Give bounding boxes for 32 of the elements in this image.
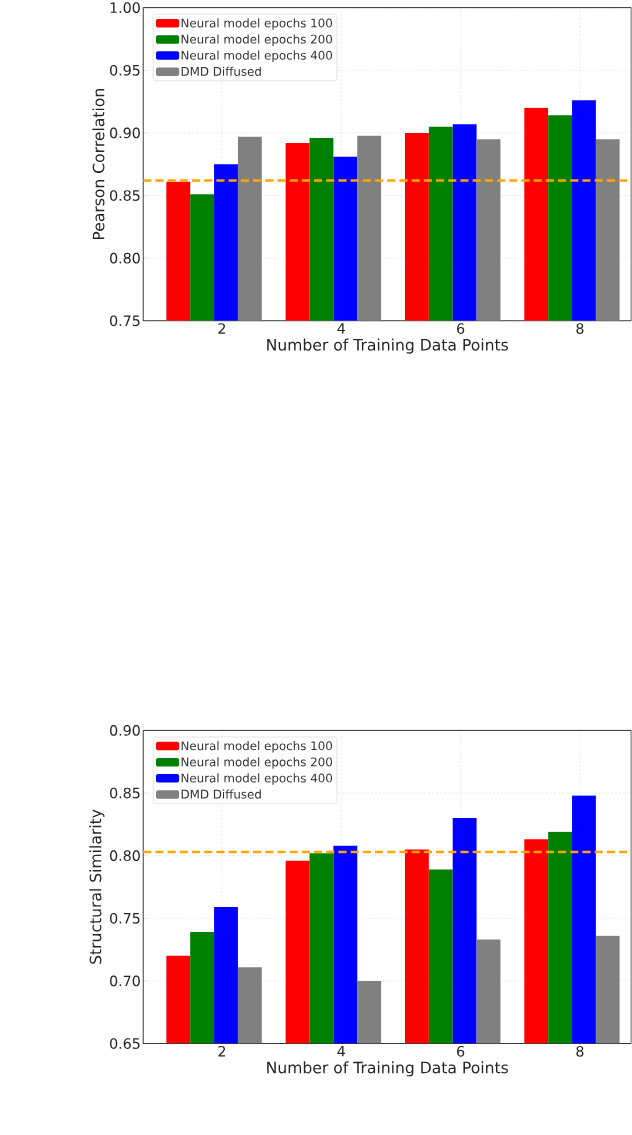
legend-label: Neural model epochs 100 bbox=[181, 18, 333, 30]
legend-label: Neural model epochs 200 bbox=[181, 757, 333, 769]
y-tick-label: 0.90 bbox=[110, 725, 141, 736]
x-tick-label: 2 bbox=[218, 1045, 226, 1057]
legend-label: Neural model epochs 400 bbox=[181, 773, 333, 785]
y-tick-label: 0.70 bbox=[110, 975, 141, 987]
legend-label: DMD Diffused bbox=[181, 66, 261, 76]
y-axis-title: Structural Similarity bbox=[89, 809, 105, 964]
legend-label: Neural model epochs 400 bbox=[181, 50, 333, 63]
x-axis-title: Number of Training Data Points bbox=[267, 338, 509, 354]
legend-label: DMD Diffused bbox=[181, 789, 261, 799]
y-tick-label: 0.75 bbox=[110, 912, 140, 924]
x-tick-label: 4 bbox=[337, 323, 346, 334]
y-tick-label: 0.85 bbox=[110, 190, 140, 201]
x-tick-label: 6 bbox=[457, 323, 465, 334]
y-tick-label: 0.80 bbox=[110, 252, 141, 264]
y-tick-label: 0.80 bbox=[110, 850, 141, 862]
y-tick-label: 1.00 bbox=[110, 2, 141, 14]
x-tick-label: 2 bbox=[218, 323, 226, 334]
legend-label: Neural model epochs 100 bbox=[181, 741, 333, 753]
y-tick-label: 0.90 bbox=[110, 127, 141, 139]
y-tick-label: 0.95 bbox=[110, 64, 140, 76]
x-tick-label: 8 bbox=[576, 1045, 584, 1057]
legend-label: Neural model epochs 200 bbox=[181, 34, 333, 46]
x-tick-label: 6 bbox=[457, 1045, 465, 1057]
x-tick-label: 8 bbox=[576, 323, 584, 334]
y-tick-label: 0.85 bbox=[110, 787, 140, 799]
y-tick-label: 0.75 bbox=[110, 315, 140, 327]
x-axis-title: Number of Training Data Points bbox=[267, 1061, 509, 1077]
y-axis-title: Pearson Correlation bbox=[92, 89, 105, 240]
y-tick-label: 0.65 bbox=[110, 1038, 140, 1049]
x-tick-label: 4 bbox=[337, 1045, 346, 1057]
